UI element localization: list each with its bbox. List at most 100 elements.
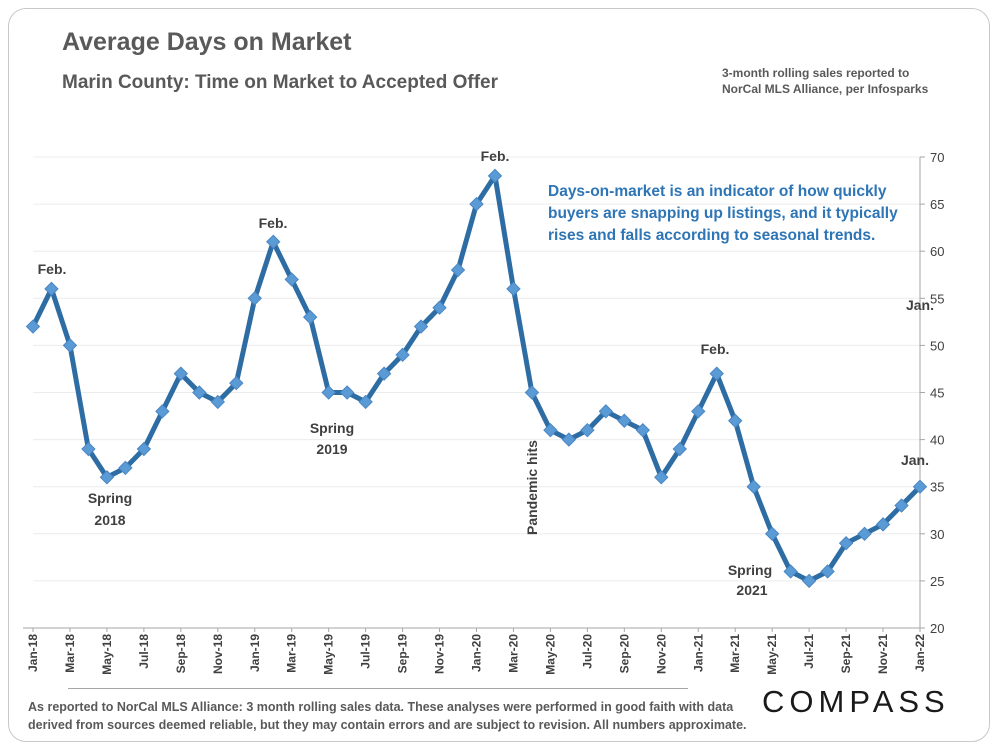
annotation-label: Spring [88,490,132,506]
data-point [155,404,170,419]
gridlines [33,156,920,582]
y-tick-label: 35 [930,480,944,495]
x-tick-label: May-19 [322,634,336,675]
data-point [580,422,595,438]
data-point [284,272,299,287]
annotation-label: Jan. [901,452,929,468]
y-tick-label: 60 [930,244,944,259]
callout-line: buyers are snapping up listings, and it … [548,205,898,222]
annotation-label: 2018 [94,512,125,528]
y-tick-label: 40 [930,433,944,448]
data-point [746,479,761,494]
annotation-label: Feb. [259,215,288,231]
data-point [783,564,798,579]
x-tick-label: Nov-20 [654,634,668,674]
x-tick-label: Jul-20 [580,634,594,669]
callout-text: Days-on-market is an indicator of how qu… [548,183,898,244]
x-tick-label: Mar-21 [728,634,742,673]
x-tick-label: Nov-19 [433,634,447,674]
data-point [266,234,281,249]
x-tick-label: Jul-21 [802,634,816,669]
data-point [25,319,41,334]
data-point [524,385,540,400]
y-tick-label: 45 [930,386,944,401]
data-point [395,347,410,363]
data-point [339,385,355,400]
x-axis-ticks: Jan-18 Mar-18 May-18 Jul-18 Sep-18 Nov-18 Jan-… [26,634,927,675]
x-tick-label: Nov-21 [876,634,890,674]
callout-line: Days-on-market is an indicator of how qu… [548,183,887,200]
data-point [598,404,614,419]
y-tick-label: 50 [930,338,944,353]
data-point [413,319,429,334]
data-point [81,441,96,457]
footer-divider [68,688,688,689]
x-tick-label: Mar-18 [63,634,77,673]
data-point [654,470,669,485]
data-point [321,385,336,400]
annotation-label: Feb. [481,148,510,164]
data-point [561,432,577,447]
data-point [801,573,817,589]
x-tick-label: Sep-18 [174,634,188,674]
annotation-label: Feb. [701,341,730,357]
data-markers [25,168,928,589]
x-tick-label: Nov-18 [211,634,225,674]
data-point [875,517,891,532]
x-tick-label: Sep-19 [396,634,410,674]
data-point [358,394,373,410]
callout-line: rises and falls according to seasonal tr… [548,227,875,244]
data-point [672,441,687,457]
data-point [229,375,244,391]
x-tick-label: Jul-18 [137,634,151,669]
data-point [173,366,189,381]
x-tick-label: May-18 [100,634,114,675]
data-point [192,385,207,400]
annotation-label: 2021 [736,582,767,598]
data-point [764,526,780,542]
data-point [44,281,59,297]
data-point [709,366,724,381]
annotations: Feb. Spring 2018 Feb. Spring 2019 Feb. Pandemic… [38,148,934,598]
data-point [118,460,133,476]
y-tick-label: 70 [930,150,944,165]
y-tick-label: 30 [930,527,944,542]
data-point [635,422,651,438]
x-tick-label: Jan-18 [26,634,40,672]
data-point [838,536,854,551]
data-point [302,309,318,325]
chart-frame [8,8,990,742]
footer-disclaimer: As reported to NorCal MLS Alliance: 3 mo… [28,700,747,732]
data-point [857,526,872,542]
x-tick-label: May-20 [543,634,557,675]
annotation-label: Spring [728,562,772,578]
y-tick-label: 20 [930,621,944,636]
annotation-label: 2019 [316,441,347,457]
x-tick-label: May-21 [765,634,779,675]
source-note: 3-month rolling sales reported to NorCal… [722,66,929,96]
data-point [99,470,115,485]
data-point [894,498,909,513]
data-point [247,291,262,306]
data-point [62,338,78,353]
data-point [543,422,558,438]
annotation-label: Feb. [38,261,67,277]
y-tick-label: 25 [930,574,944,589]
data-point [432,300,447,315]
chart-subtitle: Marin County: Time on Market to Accepted… [62,72,498,93]
y-tick-label: 55 [930,291,944,306]
data-point [376,366,392,381]
axes [23,156,925,632]
chart-title: Average Days on Market [62,28,352,56]
x-tick-label: Sep-21 [839,634,853,674]
data-point [728,413,743,428]
data-point [912,479,928,494]
data-point [469,196,484,212]
data-point [210,394,225,410]
data-point [136,441,152,457]
data-point [506,281,521,297]
data-point [450,262,466,278]
x-tick-label: Jul-19 [359,634,373,669]
annotation-label: Spring [310,420,354,436]
